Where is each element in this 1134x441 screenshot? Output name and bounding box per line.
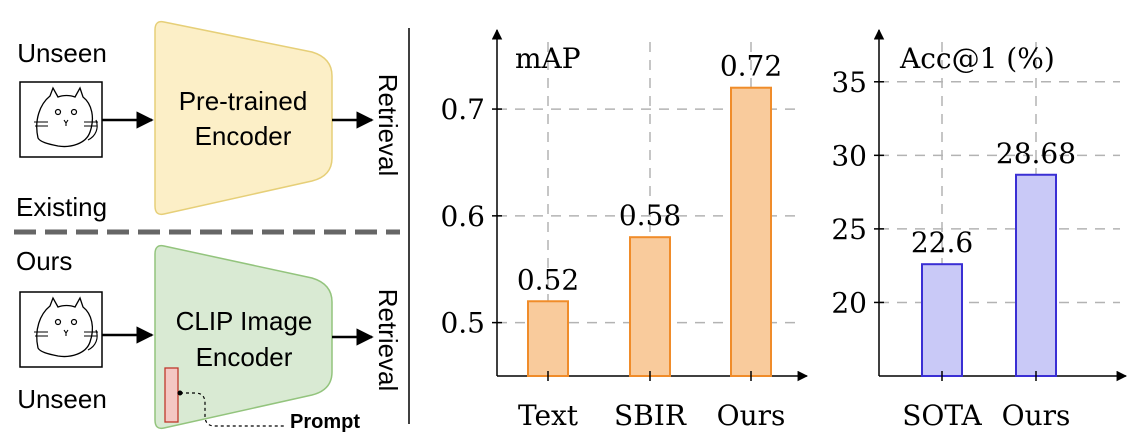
map-y-axis-label: mAP [515, 42, 581, 75]
acc-value-label: 22.6 [911, 226, 973, 259]
acc-value-label: 28.68 [996, 137, 1076, 170]
map-bar-sbir [629, 236, 671, 377]
acc-chart: Acc@1 (%) 20 25 30 35 SOTA Ours 22.6 28.68 [831, 28, 1128, 432]
acc-bar-sota [921, 263, 963, 377]
ours-input-label: Unseen [17, 384, 107, 414]
map-value-label: 0.52 [517, 263, 579, 296]
map-value-label: 0.72 [720, 50, 782, 83]
cat-sketch-icon [19, 81, 103, 158]
existing-input-label: Unseen [17, 38, 107, 68]
map-y-tick-label: 0.6 [440, 200, 485, 233]
acc-bar-ours [1015, 173, 1057, 377]
acc-y-tick-label: 25 [831, 213, 867, 246]
prompt-connector-dot [177, 390, 183, 396]
cat-sketch-icon [19, 291, 103, 368]
map-x-tick-label: Text [518, 399, 579, 432]
map-x-tick-label: SBIR [614, 399, 687, 432]
prompt-token [164, 367, 179, 423]
acc-y-tick-label: 35 [831, 66, 867, 99]
ours-section-label: Ours [16, 246, 72, 276]
map-y-tick-label: 0.7 [440, 93, 485, 126]
acc-y-tick-label: 20 [831, 286, 867, 319]
map-chart: mAP 0.5 0.6 0.7 Text SBIR Ours 0.52 0.58 0.72 [440, 28, 809, 432]
map-y-tick-label: 0.5 [440, 307, 485, 340]
acc-y-axis-label: Acc@1 (%) [899, 42, 1055, 75]
pretrained-encoder-line2: Encoder [195, 121, 292, 151]
existing-pipeline: Unseen Pre-trained Encoder Retrieval [17, 20, 403, 216]
pretrained-encoder-line1: Pre-trained [179, 86, 308, 116]
existing-section-label: Existing [16, 192, 107, 222]
acc-x-tick-label: Ours [1002, 399, 1071, 432]
prompt-label: Prompt [290, 411, 360, 433]
map-value-label: 0.58 [619, 199, 681, 232]
acc-y-tick-label: 30 [831, 139, 867, 172]
map-bar-ours [730, 86, 772, 377]
clip-encoder-line1: CLIP Image [176, 306, 313, 336]
ours-retrieval-label: Retrieval [373, 289, 403, 392]
ours-pipeline: Unseen CLIP Image Encoder Prompt Retriev… [17, 244, 403, 433]
map-x-tick-label: Ours [717, 399, 786, 432]
acc-chart-grid [879, 35, 1120, 376]
clip-image-encoder-block [154, 244, 333, 430]
acc-x-tick-label: SOTA [902, 399, 982, 432]
clip-encoder-line2: Encoder [196, 342, 293, 372]
prompt-connector [180, 392, 285, 427]
map-bar-text [527, 300, 569, 377]
pretrained-encoder-block [154, 20, 333, 216]
existing-retrieval-label: Retrieval [373, 74, 403, 177]
